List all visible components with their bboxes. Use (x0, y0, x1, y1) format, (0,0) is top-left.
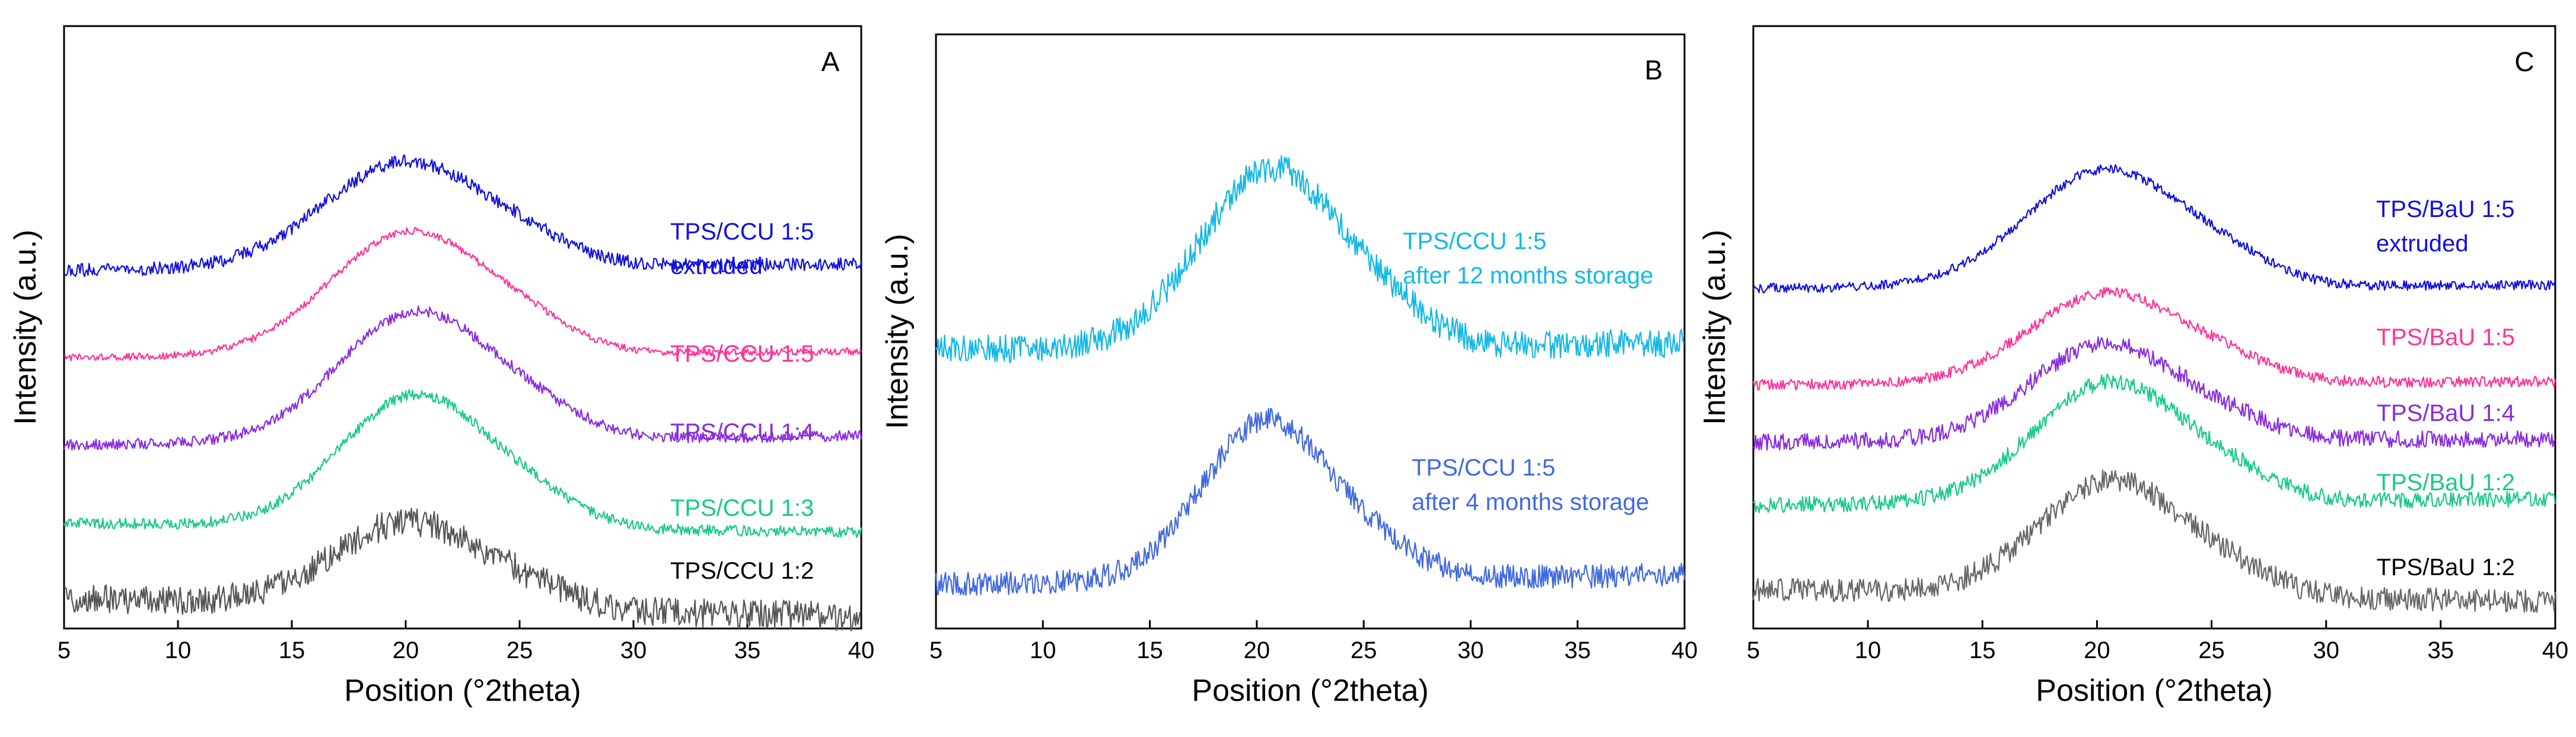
y-axis-label: Intensity (a.u.) (1698, 229, 1732, 425)
series-line (63, 154, 862, 277)
x-axis-label: Position (°2theta) (344, 674, 581, 708)
x-tick-label: 35 (2428, 637, 2454, 663)
plot-frame (63, 25, 862, 630)
series-label: TPS/CCU 1:2 (670, 558, 814, 584)
series-label-line: extruded (2376, 231, 2469, 257)
panel-letter: C (2514, 46, 2534, 77)
series-label-line: after 12 months storage (1403, 263, 1653, 289)
series-line (63, 305, 862, 451)
series-label-line: after 4 months storage (1412, 489, 1649, 515)
series-label: TPS/CCU 1:3 (670, 495, 814, 521)
x-tick-label: 25 (507, 637, 533, 663)
series-label-line: TPS/BaU 1:2 (2377, 470, 2515, 496)
panel-letter: A (821, 46, 840, 77)
x-tick-label: 10 (165, 637, 192, 663)
x-tick-label: 20 (1244, 637, 1271, 663)
x-tick-label: 15 (1136, 637, 1163, 663)
x-tick-label: 35 (734, 637, 761, 663)
series-line (1752, 286, 2556, 391)
series-label: TPS/BaU 1:5 (2377, 324, 2515, 350)
series-line (1752, 164, 2556, 294)
series-label-line: TPS/BaU 1:4 (2377, 400, 2515, 426)
series-label-line: TPS/CCU 1:5 (1403, 228, 1546, 254)
y-axis-label: Intensity (a.u.) (880, 234, 915, 429)
x-tick-label: 10 (1030, 637, 1056, 663)
series-label: TPS/CCU 1:5 (670, 341, 814, 367)
series-label-line: TPS/CCU 1:5 (670, 219, 814, 245)
series-label-line: TPS/BaU 1:5 (2377, 324, 2515, 350)
series-label-line: TPS/BaU 1:2 (2377, 554, 2515, 580)
panel-b: 5 10 15 20 25 30 35 40 Position (°2theta) Intensi… (880, 33, 1698, 708)
series-label: TPS/BaU 1:2 (2377, 470, 2515, 496)
series-label: TPS/BaU 1:2 (2377, 554, 2515, 580)
series-label: TPS/CCU 1:5 after 12 months storage (1403, 228, 1653, 289)
x-tick-label: 10 (1855, 637, 1881, 663)
x-tick-label: 5 (58, 637, 71, 663)
x-tick-label: 25 (1351, 637, 1377, 663)
x-tick-label: 30 (1457, 637, 1484, 663)
panel-a: 5 10 15 20 25 30 35 40 Position (°2theta) Intensi… (8, 25, 875, 708)
plot-frame (1752, 25, 2556, 630)
y-axis-label: Intensity (a.u.) (8, 229, 43, 425)
x-axis-label: Position (°2theta) (2036, 674, 2272, 708)
x-tick-label: 40 (1671, 637, 1698, 663)
series-label-line: TPS/CCU 1:2 (670, 558, 814, 584)
series-label: TPS/CCU 1:5 extruded (670, 219, 814, 279)
x-tick-label: 5 (1747, 637, 1760, 663)
x-tick-label: 20 (393, 637, 419, 663)
series-label-line: TPS/CCU 1:5 (1412, 455, 1555, 481)
x-tick-label: 20 (2084, 637, 2110, 663)
series-line (63, 226, 862, 362)
series-line (1752, 470, 2556, 613)
x-tick-label: 30 (2313, 637, 2339, 663)
x-tick-label: 25 (2198, 637, 2225, 663)
x-tick-label: 40 (848, 637, 875, 663)
x-tick-label: 15 (279, 637, 305, 663)
x-tick-label: 35 (1564, 637, 1591, 663)
series-line (935, 155, 1685, 363)
series-label-line: TPS/BaU 1:5 (2376, 196, 2514, 222)
series-line (1753, 373, 2556, 513)
x-tick-label: 30 (620, 637, 647, 663)
series-label: TPS/CCU 1:4 (670, 419, 814, 445)
series-label-line: extruded (670, 253, 763, 279)
series-line (63, 508, 862, 631)
x-tick-label: 15 (1969, 637, 1996, 663)
x-axis-label: Position (°2theta) (1192, 674, 1428, 708)
series-label-line: TPS/CCU 1:3 (670, 495, 814, 521)
plot-frame (935, 33, 1686, 630)
series-label: TPS/BaU 1:4 (2377, 400, 2515, 426)
series-line (63, 389, 862, 538)
series-label-line: TPS/CCU 1:5 (670, 341, 814, 367)
series-line (935, 407, 1686, 596)
series-label: TPS/BaU 1:5 extruded (2376, 196, 2514, 257)
panel-c: 5 10 15 20 25 30 35 40 Position (°2theta) Intensi… (1698, 25, 2569, 708)
series-label-line: TPS/CCU 1:4 (670, 419, 814, 445)
x-tick-label: 5 (929, 637, 942, 663)
panel-letter: B (1645, 55, 1663, 85)
series-label: TPS/CCU 1:5 after 4 months storage (1412, 455, 1649, 515)
series-line (1753, 336, 2556, 451)
x-tick-label: 40 (2542, 637, 2569, 663)
